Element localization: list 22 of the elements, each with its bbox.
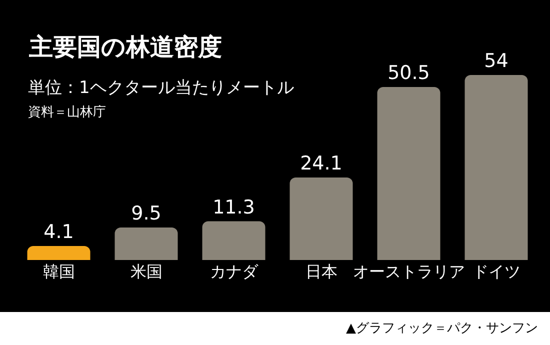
- data-label: 54: [484, 50, 508, 72]
- bar: [27, 246, 90, 260]
- bar: [290, 177, 353, 260]
- x-tick-label: 韓国: [42, 262, 75, 281]
- bar: [114, 227, 178, 260]
- x-tick-label: カナダ: [210, 262, 259, 281]
- chart-title: 主要国の林道密度: [28, 33, 222, 61]
- x-tick-label: オーストラリア: [352, 262, 465, 281]
- bar: [202, 221, 266, 260]
- data-label: 24.1: [300, 152, 342, 174]
- x-tick-label: ドイツ: [472, 262, 520, 281]
- x-tick-label: 日本: [305, 262, 338, 281]
- bar: [464, 75, 528, 260]
- bar: [377, 86, 440, 260]
- data-label: 11.3: [212, 196, 255, 218]
- data-label: 9.5: [131, 202, 162, 224]
- text: ▲グラフィック＝パク・サンフン: [346, 321, 538, 336]
- chart-subtitle: 単位：1ヘクタール当たりメートル: [28, 78, 294, 98]
- annotation: 資料＝山林庁: [28, 104, 106, 120]
- x-tick-label: 米国: [130, 262, 162, 281]
- data-label: 50.5: [388, 62, 430, 84]
- data-label: 4.1: [44, 220, 74, 243]
